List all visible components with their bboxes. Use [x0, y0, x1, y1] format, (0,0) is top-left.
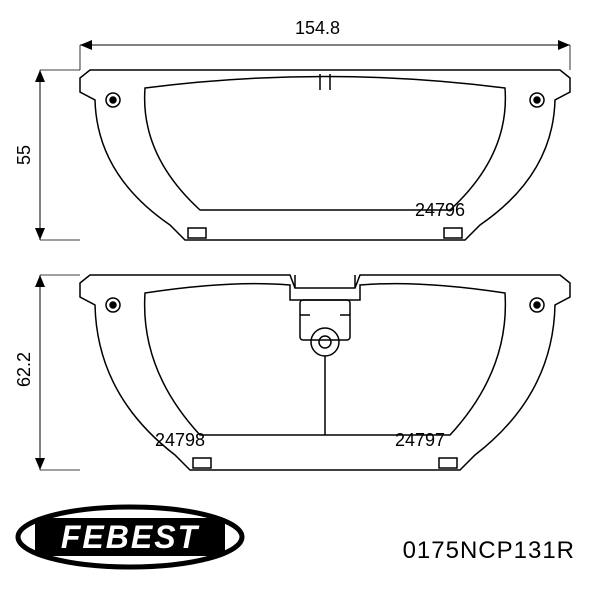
width-dimension-line: [80, 40, 570, 70]
part-number: 0175NCP131R: [403, 537, 575, 565]
upper-height-dimension-line: [35, 70, 80, 240]
upper-brake-pad: [80, 70, 570, 240]
svg-text:FEBEST: FEBEST: [61, 519, 200, 555]
brand-logo: FEBEST: [15, 504, 245, 575]
lower-brake-pad: [80, 275, 570, 470]
brake-pad-diagram: [0, 0, 600, 500]
lower-height-dimension-line: [35, 275, 80, 470]
